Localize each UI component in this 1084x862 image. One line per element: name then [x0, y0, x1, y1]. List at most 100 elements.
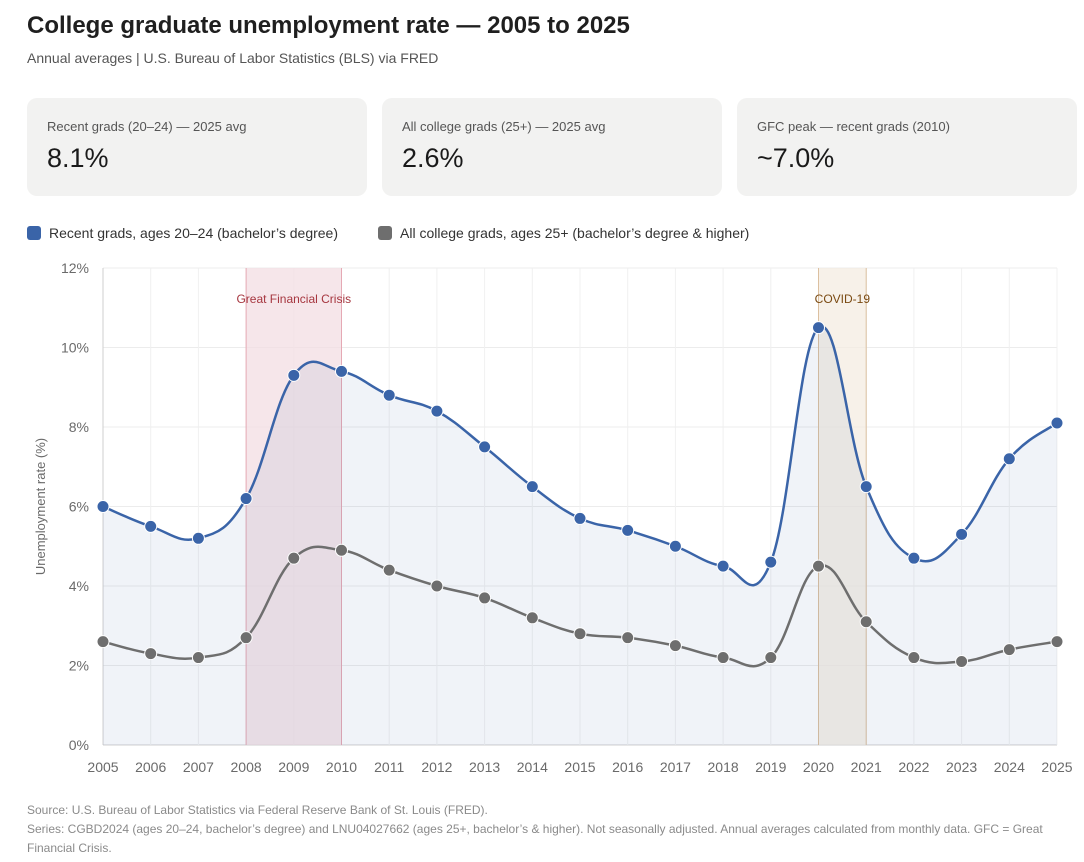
data-point-all-grads [716, 651, 730, 665]
data-point-recent-grads [859, 480, 873, 494]
x-tick-label: 2006 [135, 759, 166, 775]
stat-card-value: 8.1% [47, 143, 109, 173]
data-point-all-grads [144, 647, 158, 661]
stat-card-value: ~7.0% [757, 143, 835, 173]
data-point-all-grads [287, 551, 301, 565]
data-point-recent-grads [335, 364, 348, 378]
series-area-recent-grads [103, 326, 1057, 745]
data-point-recent-grads [716, 559, 730, 573]
data-point-recent-grads [430, 404, 444, 418]
legend-item-all-grads[interactable]: All college grads, ages 25+ (bachelor’s … [378, 225, 749, 241]
y-tick-label: 0% [69, 737, 89, 753]
data-point-recent-grads [287, 368, 301, 382]
data-point-all-grads [859, 615, 873, 629]
line-chart: Great Financial Crisis COVID-19 0% 2% 4% 6% 8%… [33, 260, 1073, 775]
data-point-all-grads [668, 639, 682, 653]
data-point-recent-grads [764, 555, 778, 569]
stat-card-recent-grads: Recent grads (20–24) — 2025 avg 8.1% [27, 98, 367, 196]
data-point-all-grads [430, 579, 444, 593]
data-point-recent-grads [144, 519, 158, 533]
x-tick-label: 2020 [803, 759, 834, 775]
data-point-recent-grads [907, 551, 921, 565]
data-point-recent-grads [1002, 452, 1016, 466]
stat-card-label: All college grads (25+) — 2025 avg [402, 119, 606, 134]
legend-item-recent-grads[interactable]: Recent grads, ages 20–24 (bachelor’s deg… [27, 225, 338, 241]
x-tick-label: 2009 [278, 759, 309, 775]
y-tick-label: 12% [61, 260, 89, 276]
stat-card-label: GFC peak — recent grads (2010) [757, 119, 950, 134]
data-point-recent-grads [573, 511, 587, 525]
x-tick-label: 2011 [374, 759, 404, 775]
footer-source: Source: U.S. Bureau of Labor Statistics … [27, 803, 488, 817]
y-tick-label: 4% [69, 578, 89, 594]
page-subtitle: Annual averages | U.S. Bureau of Labor S… [27, 50, 439, 66]
x-tick-label: 2025 [1041, 759, 1072, 775]
y-tick-label: 2% [69, 658, 89, 674]
data-point-all-grads [96, 635, 110, 649]
y-tick-label: 10% [61, 340, 89, 356]
legend-label-all: All college grads, ages 25+ (bachelor’s … [400, 225, 750, 241]
data-point-all-grads [1002, 643, 1016, 657]
data-point-recent-grads [812, 321, 825, 335]
chart-legend: Recent grads, ages 20–24 (bachelor’s deg… [27, 225, 927, 245]
x-tick-label: 2015 [564, 759, 595, 775]
annotation-label-covid: COVID-19 [815, 292, 871, 306]
data-point-recent-grads [382, 388, 396, 402]
x-tick-label: 2012 [421, 759, 452, 775]
legend-swatch-all [378, 226, 392, 240]
data-point-recent-grads [96, 500, 110, 513]
data-point-all-grads [573, 627, 587, 641]
data-point-all-grads [764, 651, 778, 665]
data-point-all-grads [812, 559, 825, 573]
data-point-recent-grads [1050, 416, 1064, 430]
data-point-all-grads [335, 543, 348, 557]
annotation-band-gfc [246, 268, 342, 745]
annotation-band-covid [818, 268, 867, 745]
y-axis-label: Unemployment rate (%) [33, 438, 48, 575]
series-line-all-grads [102, 545, 1058, 668]
legend-swatch-recent [27, 226, 41, 240]
x-tick-label: 2023 [946, 759, 977, 775]
x-tick-label: 2007 [183, 759, 214, 775]
data-point-recent-grads [955, 527, 969, 541]
data-point-all-grads [239, 631, 253, 645]
page-title: College graduate unemployment rate — 200… [27, 12, 630, 39]
data-point-all-grads [478, 591, 492, 605]
data-point-all-grads [621, 631, 635, 645]
x-tick-label: 2008 [231, 759, 262, 775]
footer-series-note: Series: CGBD2024 (ages 20–24, bachelor’s… [27, 822, 1043, 855]
data-point-recent-grads [668, 539, 682, 553]
data-point-all-grads [382, 563, 396, 577]
x-tick-label: 2017 [660, 759, 691, 775]
stat-card-all-grads: All college grads (25+) — 2025 avg 2.6% [382, 98, 722, 196]
x-tick-label: 2018 [708, 759, 739, 775]
x-tick-label: 2016 [612, 759, 643, 775]
data-point-recent-grads [239, 492, 253, 506]
stat-card-gfc-peak: GFC peak — recent grads (2010) ~7.0% [737, 98, 1077, 196]
x-tick-label: 2021 [851, 759, 882, 775]
data-point-all-grads [955, 655, 969, 669]
data-point-recent-grads [621, 523, 635, 537]
summary-cards: Recent grads (20–24) — 2025 avg 8.1% All… [27, 98, 1077, 196]
data-point-recent-grads [191, 531, 205, 545]
y-tick-label: 8% [69, 419, 89, 435]
data-point-all-grads [1050, 635, 1064, 649]
legend-label-recent: Recent grads, ages 20–24 (bachelor’s deg… [49, 225, 339, 241]
stat-card-value: 2.6% [402, 143, 464, 173]
data-point-all-grads [191, 651, 205, 665]
data-point-all-grads [525, 611, 539, 625]
data-point-all-grads [907, 651, 921, 665]
x-tick-label: 2014 [517, 759, 548, 775]
data-point-recent-grads [525, 480, 539, 494]
x-tick-label: 2024 [994, 759, 1025, 775]
chart-footer: Source: U.S. Bureau of Labor Statistics … [27, 801, 1067, 858]
x-tick-label: 2019 [755, 759, 786, 775]
x-tick-label: 2013 [469, 759, 500, 775]
x-tick-label: 2022 [898, 759, 929, 775]
stat-card-label: Recent grads (20–24) — 2025 avg [47, 119, 247, 134]
y-tick-label: 6% [69, 499, 89, 515]
data-point-recent-grads [478, 440, 492, 454]
x-tick-label: 2010 [326, 759, 357, 775]
annotation-label-gfc: Great Financial Crisis [236, 292, 351, 306]
x-tick-label: 2005 [87, 759, 118, 775]
